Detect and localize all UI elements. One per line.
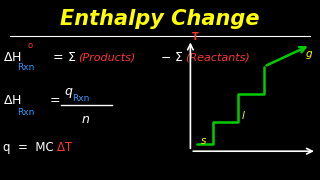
Text: $\Delta$T: $\Delta$T: [56, 141, 73, 154]
Text: s: s: [201, 136, 206, 146]
Text: $\Sigma$: $\Sigma$: [174, 51, 184, 64]
Text: q  =  MC: q = MC: [3, 141, 54, 154]
Text: =: =: [53, 51, 63, 64]
Text: (Reactants): (Reactants): [186, 53, 250, 63]
Text: Rxn: Rxn: [72, 94, 89, 103]
Text: T: T: [192, 32, 199, 42]
Text: Enthalpy Change: Enthalpy Change: [60, 9, 260, 29]
Text: Rxn: Rxn: [18, 63, 35, 72]
Text: $-$: $-$: [160, 51, 171, 64]
Text: $\Sigma$: $\Sigma$: [67, 51, 76, 64]
Text: q: q: [64, 85, 72, 98]
Text: $\Delta$H: $\Delta$H: [3, 51, 22, 64]
Text: n: n: [82, 113, 90, 126]
Text: Rxn: Rxn: [18, 108, 35, 117]
Text: l: l: [242, 111, 244, 121]
Text: =: =: [50, 94, 60, 107]
Text: g: g: [306, 49, 312, 59]
Text: o: o: [27, 41, 32, 50]
Text: (Products): (Products): [78, 53, 136, 63]
Text: $\Delta$H: $\Delta$H: [3, 94, 22, 107]
